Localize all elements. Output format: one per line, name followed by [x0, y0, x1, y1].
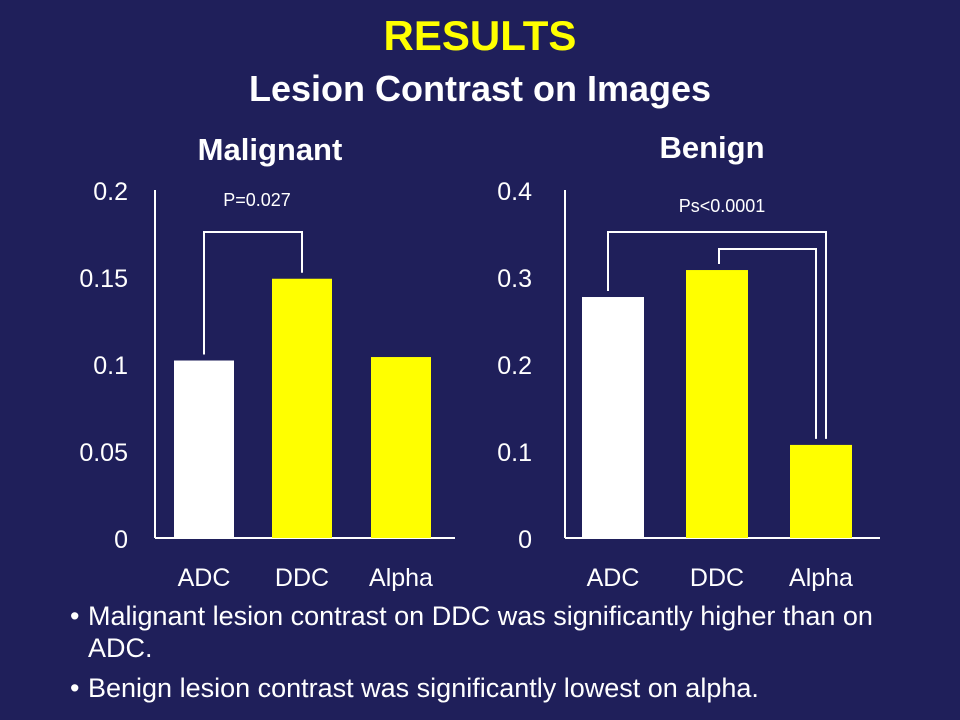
charts-canvas: Malignant 0 0.05 0.1 0.15 0.2 ADC DDC Alpha P=0.0…: [79, 130, 880, 592]
y-tick-label: 0.1: [497, 439, 532, 467]
x-tick-label: Alpha: [789, 564, 853, 592]
x-tick-label: ADC: [178, 564, 231, 592]
y-tick-label: 0.1: [93, 352, 128, 380]
bar-adc: [582, 297, 644, 538]
x-tick-label: ADC: [587, 564, 640, 592]
bullet-dot: •: [70, 601, 80, 631]
slide-title: RESULTS: [383, 12, 577, 59]
y-tick-label: 0: [518, 526, 532, 554]
y-tick-label: 0.4: [497, 178, 532, 206]
bullet-item: • Malignant lesion contrast on DDC was s…: [70, 600, 930, 664]
y-tick-label: 0.2: [93, 178, 128, 206]
significance-annotation: Ps<0.0001: [679, 196, 766, 216]
x-tick-label: DDC: [275, 564, 329, 592]
bar-ddc: [686, 270, 748, 538]
bullet-list: • Malignant lesion contrast on DDC was s…: [70, 600, 930, 712]
bullet-text-benign: Benign lesion contrast was significantly…: [88, 673, 759, 703]
y-tick-label: 0.15: [79, 265, 128, 293]
y-tick-label: 0.05: [79, 439, 128, 467]
significance-annotation: P=0.027: [223, 190, 291, 210]
y-tick-label: 0: [114, 526, 128, 554]
bar-adc: [174, 360, 234, 538]
bullet-dot: •: [70, 673, 80, 703]
significance-bracket: [718, 248, 817, 439]
bar-alpha: [371, 357, 431, 538]
bullet-text-malignant: Malignant lesion contrast on DDC was sig…: [88, 601, 873, 663]
slide-subtitle: Lesion Contrast on Images: [248, 68, 712, 109]
x-tick-label: DDC: [690, 564, 744, 592]
bullet-item: • Benign lesion contrast was significant…: [70, 672, 930, 704]
significance-bracket: [203, 231, 303, 355]
y-tick-label: 0.3: [497, 265, 532, 293]
significance-bracket: [607, 231, 827, 439]
bar-alpha: [790, 444, 852, 538]
y-tick-label: 0.2: [497, 352, 532, 380]
chart-title-0: Malignant: [198, 132, 343, 167]
x-tick-label: Alpha: [369, 564, 433, 592]
chart-title-1: Benign: [659, 130, 764, 165]
bar-ddc: [272, 278, 332, 538]
